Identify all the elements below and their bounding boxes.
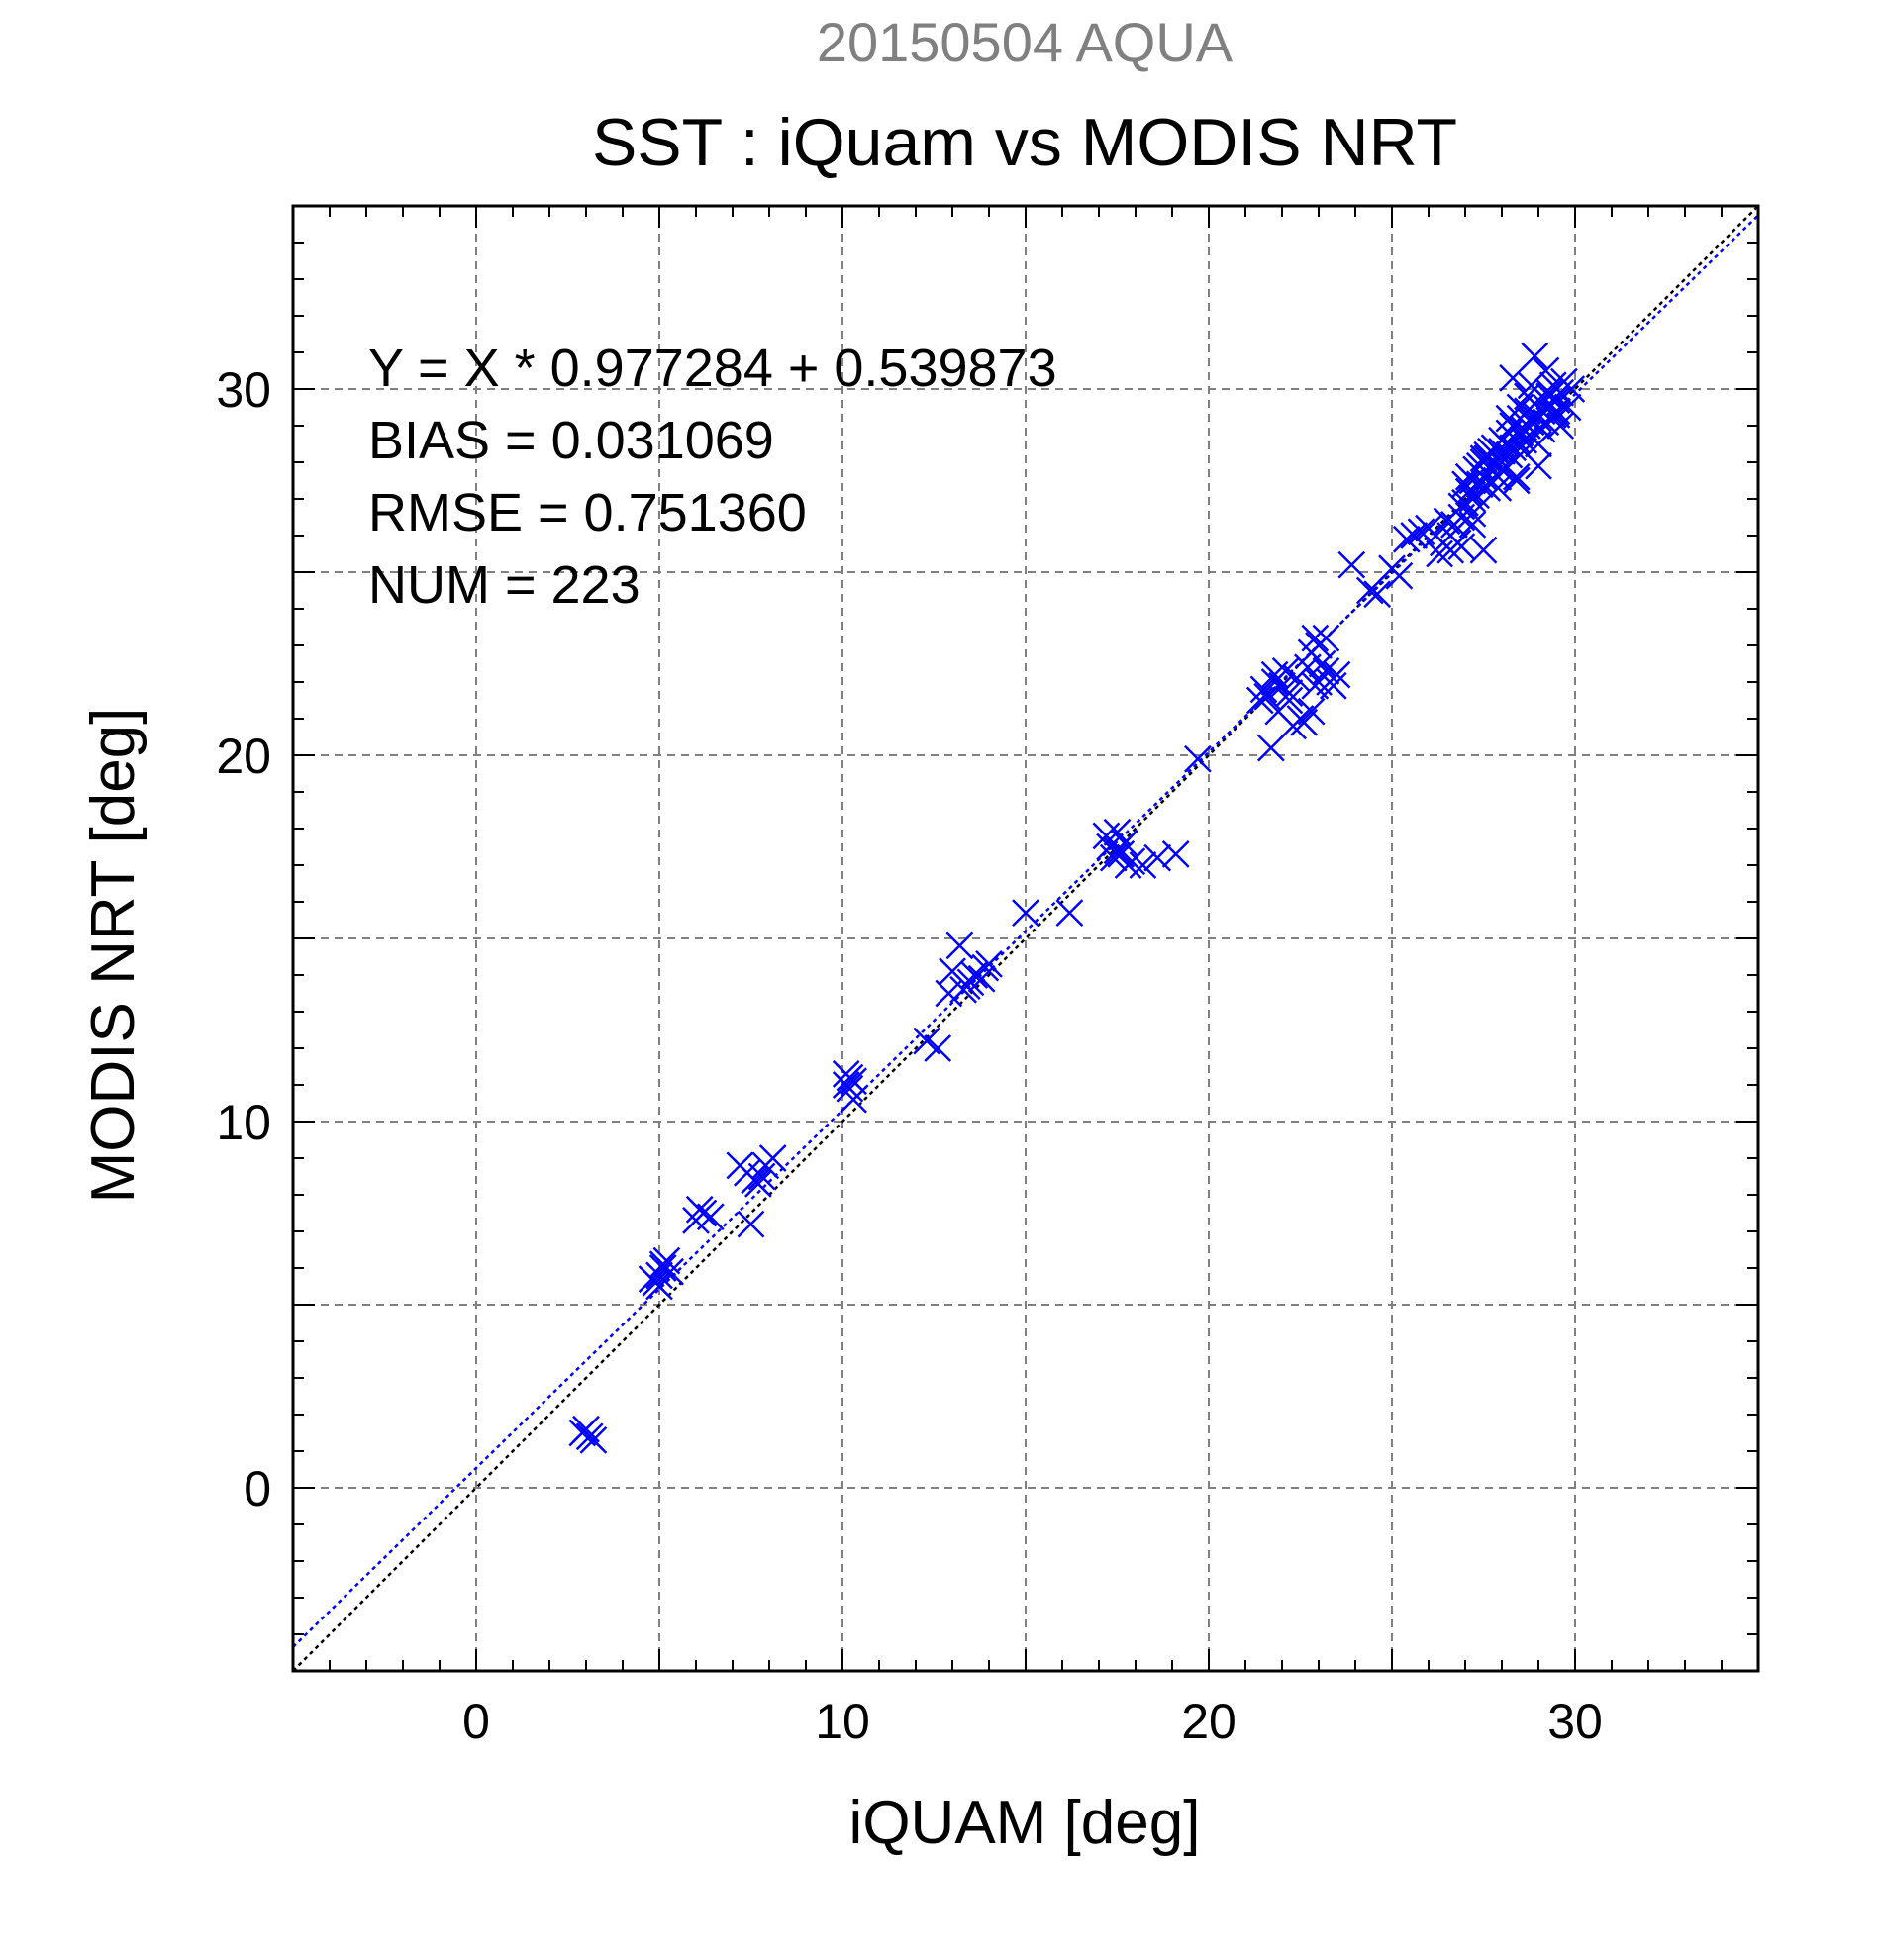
data-point [1458, 511, 1487, 539]
data-point [1525, 451, 1552, 480]
data-point [648, 1250, 677, 1279]
data-point [1363, 580, 1392, 609]
data-point [1099, 843, 1128, 872]
data-point [1245, 686, 1274, 715]
plot-frame [291, 204, 1760, 1673]
data-point [1499, 364, 1527, 392]
data-point [1355, 576, 1384, 605]
x-tick-label: 30 [1547, 1694, 1603, 1749]
data-point [1114, 851, 1142, 879]
grid-lines [293, 206, 1758, 1671]
data-point [1517, 371, 1545, 400]
y-axis-label: MODIS NRT [deg] [79, 708, 148, 1204]
data-point [744, 1170, 772, 1198]
data-point [737, 1210, 765, 1238]
chart-subtitle: SST : iQuam vs MODIS NRT [592, 105, 1457, 180]
data-point [924, 1034, 952, 1062]
data-point [836, 1074, 864, 1103]
stats-line: NUM = 223 [368, 555, 641, 615]
data-point [579, 1426, 608, 1454]
y-tick-label: 0 [244, 1461, 271, 1517]
data-point [1488, 455, 1516, 484]
tick-labels: 0 10 20 30 0 10 20 30 [216, 362, 1602, 1749]
data-point [1161, 840, 1190, 868]
data-point [1260, 660, 1289, 689]
data-point [1491, 430, 1520, 458]
y-tick-label: 20 [216, 729, 271, 784]
data-point [1312, 657, 1340, 685]
x-axis-label: iQUAM [deg] [849, 1789, 1201, 1857]
data-point [1092, 822, 1121, 850]
data-point [1502, 466, 1531, 495]
x-tick-label: 20 [1181, 1694, 1237, 1749]
data-point [751, 1151, 780, 1180]
data-point [1510, 426, 1538, 454]
data-point [1055, 899, 1084, 927]
data-point [1297, 638, 1326, 667]
data-point [1400, 522, 1429, 549]
data-point [1323, 660, 1351, 689]
data-point [1447, 492, 1476, 521]
data-point [1392, 525, 1421, 553]
x-tick-label: 10 [815, 1694, 870, 1749]
data-point [1301, 671, 1330, 700]
data-point [1103, 836, 1132, 865]
data-point [945, 931, 974, 960]
data-point [1184, 744, 1212, 773]
statistics-box: Y = X * 0.977284 + 0.539873 BIAS = 0.0310… [368, 339, 1057, 615]
data-point [1528, 415, 1556, 443]
y-tick-label: 30 [216, 362, 271, 418]
data-point [1012, 899, 1040, 927]
data-point [685, 1195, 714, 1224]
data-point [1521, 342, 1549, 370]
fit-line [292, 214, 1759, 1648]
chart-title: 20150504 AQUA [817, 11, 1234, 73]
data-point [1385, 561, 1414, 590]
data-point [952, 972, 981, 1000]
data-point [1253, 682, 1282, 711]
data-point [1257, 734, 1285, 762]
data-point [1143, 843, 1172, 872]
data-point [840, 1067, 867, 1096]
data-point [967, 964, 996, 993]
data-point [1469, 536, 1498, 564]
x-tick-label: 0 [462, 1694, 490, 1749]
data-point [1129, 851, 1157, 879]
data-point [1546, 412, 1575, 440]
data-point [1535, 378, 1563, 407]
data-point [975, 950, 1003, 978]
data-point [1502, 462, 1531, 491]
data-point [1426, 539, 1453, 568]
stats-line: BIAS = 0.031069 [368, 411, 774, 470]
data-point [1484, 474, 1513, 502]
stats-line: RMSE = 0.751360 [368, 483, 807, 542]
y-tick-label: 10 [216, 1095, 271, 1150]
stats-line: Y = X * 0.977284 + 0.539873 [368, 339, 1057, 398]
data-point [1286, 705, 1315, 733]
data-point [1337, 550, 1366, 579]
data-points [568, 342, 1586, 1454]
data-point [645, 1261, 673, 1290]
data-point [747, 1162, 776, 1191]
